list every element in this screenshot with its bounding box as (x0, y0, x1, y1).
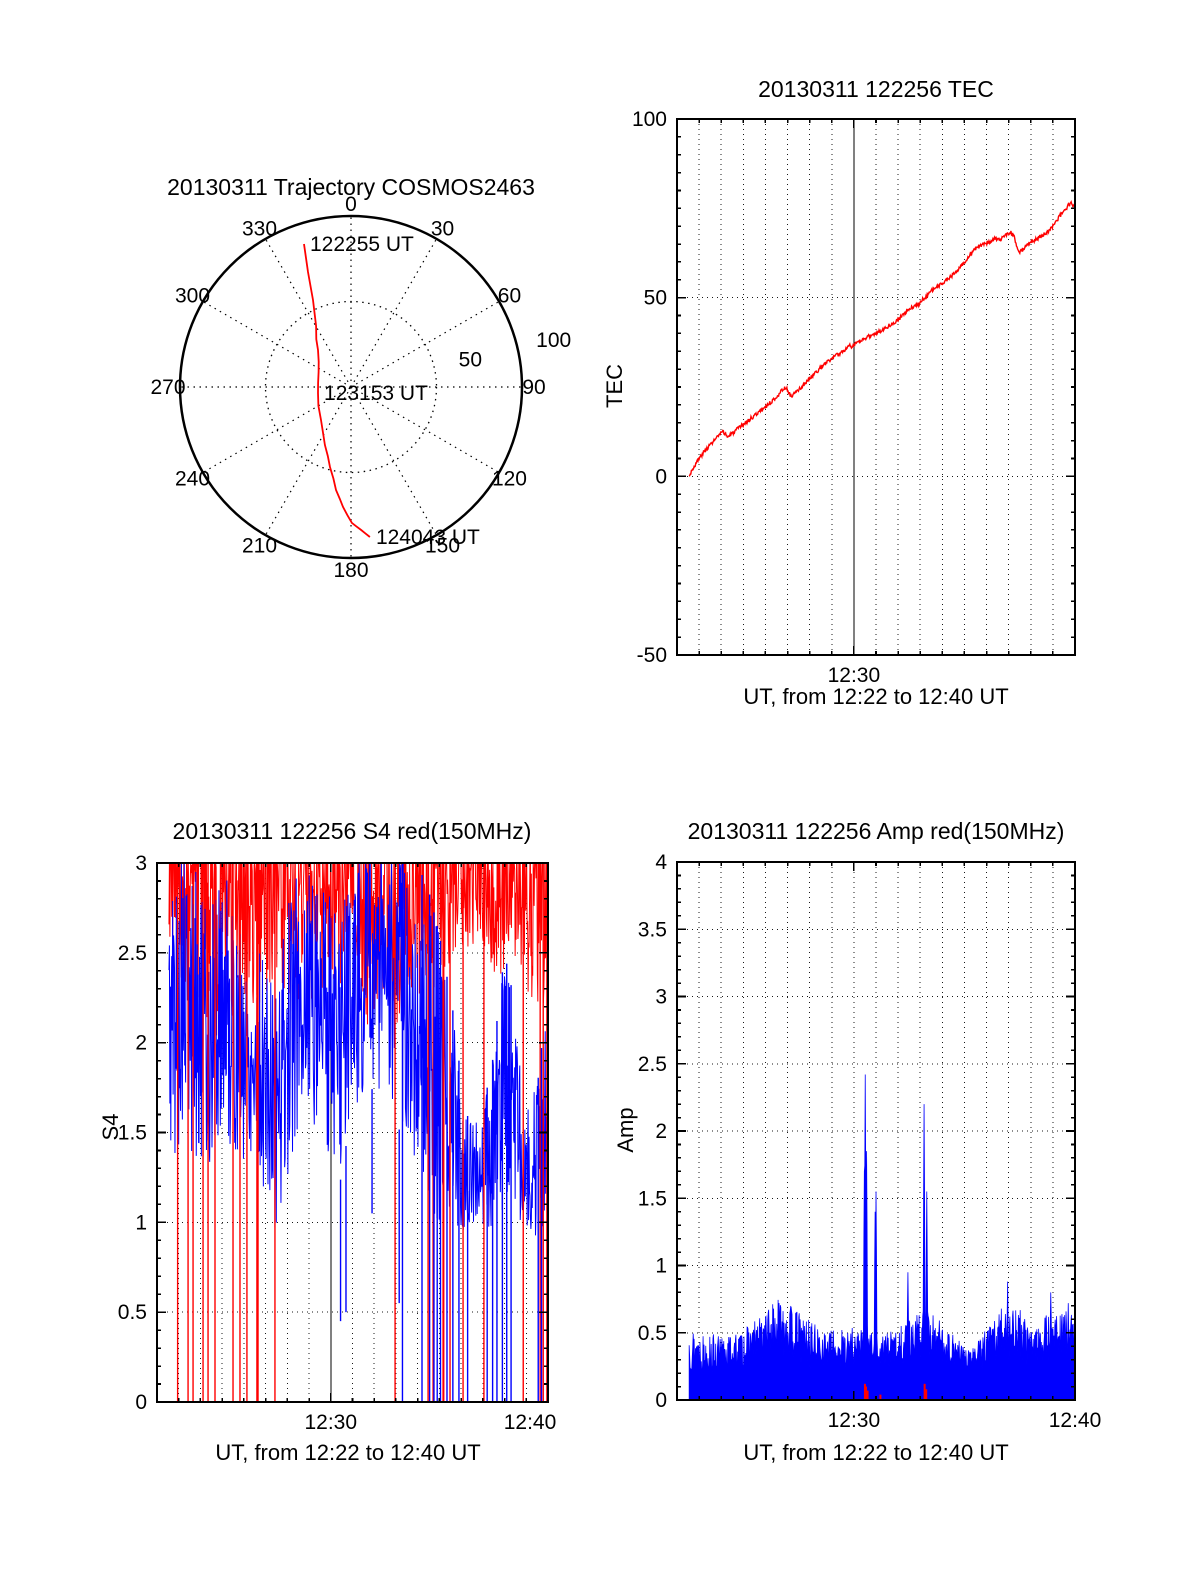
polar-angle-label: 60 (498, 285, 521, 308)
amp-ylabel: Amp (613, 1107, 638, 1153)
s4-blue-band (168, 863, 548, 1236)
tec-xlabel: UT, from 12:22 to 12:40 UT (743, 684, 1009, 709)
y-tick-label: 3 (135, 852, 147, 875)
y-tick-label: 0 (655, 465, 667, 488)
amp-title: 20130311 122256 Amp red(150MHz) (687, 818, 1065, 844)
polar-radial-label: 50 (459, 348, 482, 371)
polar-angle-label: 240 (175, 468, 210, 491)
y-tick-label: 0.5 (118, 1301, 147, 1324)
y-tick-label: -50 (637, 644, 667, 667)
tec-title: 20130311 122256 TEC (758, 76, 994, 102)
amp-frame: 0 0.5 1 1.5 2 2.5 3 3.5 4 12:30 12:40 (638, 851, 1101, 1432)
polar-angle-label: 180 (333, 559, 368, 582)
polar-time-labels: 122255 UT 123153 UT 124043 UT (310, 233, 480, 549)
s4-ylabel: S4 (98, 1113, 123, 1141)
y-tick-label: 0 (135, 1391, 147, 1414)
x-tick-label: 12:30 (304, 1411, 357, 1434)
tec-line (688, 199, 1075, 477)
x-tick-label: 12:40 (1049, 1409, 1102, 1432)
polar-angle-label: 300 (175, 285, 210, 308)
s4-title: 20130311 122256 S4 red(150MHz) (172, 818, 532, 844)
y-tick-label: 3.5 (638, 918, 667, 941)
polar-angle-label: 270 (150, 376, 185, 399)
trajectory-line (303, 243, 371, 538)
amp-series (688, 1074, 1075, 1400)
y-tick-label: 100 (632, 108, 667, 131)
y-tick-label: 2.5 (118, 942, 147, 965)
trajectory-time-label: 122255 UT (310, 233, 414, 256)
polar-angle-labels: 0 30 60 90 120 150 180 210 240 270 300 330 50 100 (150, 193, 571, 582)
y-tick-label: 2.5 (638, 1053, 667, 1076)
s4-series (168, 863, 548, 1402)
y-tick-label: 2 (135, 1032, 147, 1055)
x-tick-label: 12:30 (828, 1409, 881, 1432)
polar-angle-label: 0 (345, 193, 357, 216)
polar-title: 20130311 Trajectory COSMOS2463 (167, 174, 535, 200)
x-tick-label: 12:30 (828, 664, 881, 687)
polar-angle-label: 150 (425, 534, 460, 557)
y-tick-label: 4 (655, 851, 667, 874)
trajectory-time-label: 123153 UT (324, 382, 428, 405)
polar-angle-label: 120 (492, 468, 527, 491)
polar-trajectory (303, 243, 371, 538)
y-tick-label: 3 (655, 986, 667, 1009)
polar-angle-label: 330 (242, 218, 277, 241)
tec-series (688, 199, 1075, 477)
tec-frame: -50 0 50 100 12:30 (632, 108, 1076, 687)
y-tick-label: 50 (644, 287, 667, 310)
polar-grid (178, 214, 524, 560)
y-tick-label: 2 (655, 1120, 667, 1143)
polar-angle-label: 90 (522, 376, 545, 399)
s4-xlabel: UT, from 12:22 to 12:40 UT (215, 1440, 481, 1465)
amp-xlabel: UT, from 12:22 to 12:40 UT (743, 1440, 1009, 1465)
tec-ylabel: TEC (602, 364, 627, 408)
y-tick-label: 0.5 (638, 1322, 667, 1345)
polar-angle-label: 210 (242, 534, 277, 557)
y-tick-label: 0 (655, 1389, 667, 1412)
y-tick-label: 1.5 (118, 1122, 147, 1145)
trajectory-time-label: 124043 UT (376, 526, 480, 549)
tec-grid (677, 119, 1075, 655)
polar-angle-label: 30 (431, 218, 454, 241)
amp-blue-area (688, 1074, 1075, 1400)
s4-frame: 0 0.5 1 1.5 2 2.5 3 12:30 12:40 (118, 852, 556, 1434)
y-tick-label: 1.5 (638, 1187, 667, 1210)
y-tick-label: 1 (655, 1255, 667, 1278)
y-tick-label: 1 (135, 1211, 147, 1234)
x-tick-label: 12:40 (504, 1411, 557, 1434)
polar-radial-label: 100 (536, 329, 571, 352)
